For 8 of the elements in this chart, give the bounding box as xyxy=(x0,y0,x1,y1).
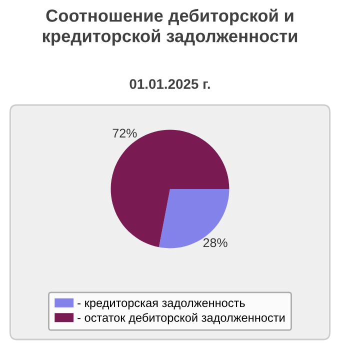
pie-slice xyxy=(110,130,230,248)
legend-label: - остаток дебиторской задолженности xyxy=(78,312,285,324)
data-label: 72% xyxy=(112,128,137,138)
data-label: 28% xyxy=(203,238,228,248)
chart-title: Соотношение дебиторской и кредиторской задолженности xyxy=(42,8,298,46)
chart-subtitle: 01.01.2025 г. xyxy=(130,79,210,89)
pie-slice xyxy=(158,189,230,248)
legend-label: - кредиторская задолженность xyxy=(78,300,245,310)
